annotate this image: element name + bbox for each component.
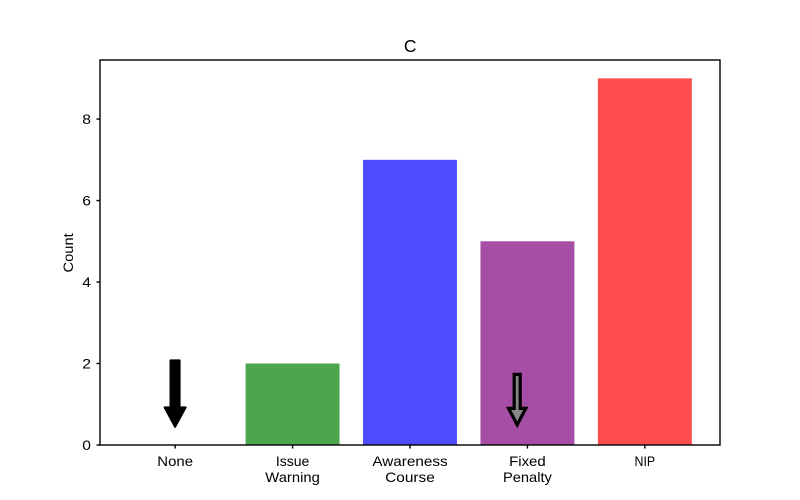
svg-text:Issue: Issue [276,453,310,469]
svg-text:2: 2 [82,356,91,372]
svg-text:Count: Count [61,233,77,272]
svg-text:C: C [404,36,417,56]
svg-text:8: 8 [82,111,91,127]
svg-text:NIP: NIP [635,453,656,469]
svg-text:Fixed: Fixed [509,453,546,469]
svg-text:4: 4 [82,274,91,290]
svg-text:Awareness: Awareness [372,453,447,469]
svg-text:6: 6 [82,193,91,209]
svg-text:Penalty: Penalty [503,469,552,485]
svg-text:Warning: Warning [265,469,320,485]
svg-text:Course: Course [385,469,435,485]
svg-text:None: None [157,453,193,469]
svg-text:0: 0 [82,437,91,453]
